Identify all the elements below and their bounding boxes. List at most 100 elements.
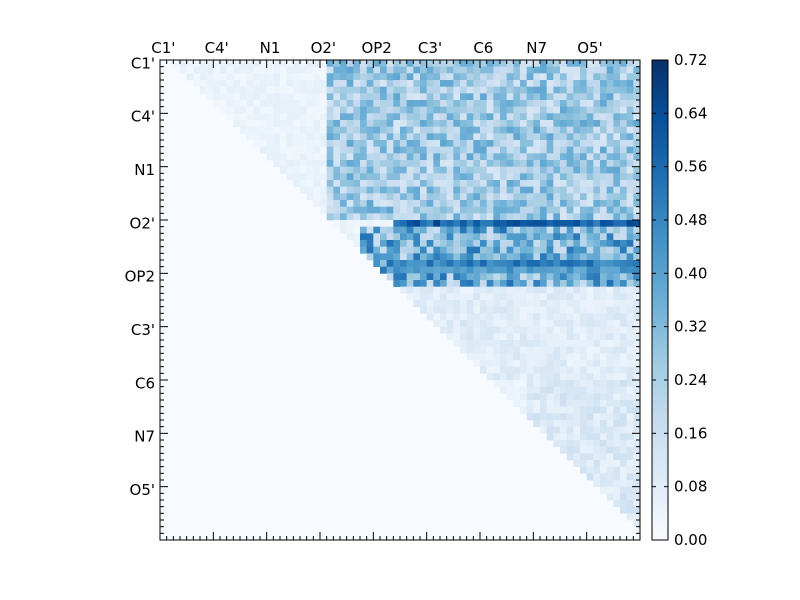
heatmap-cell xyxy=(500,86,508,94)
heatmap-cell xyxy=(620,273,628,281)
heatmap-cell xyxy=(560,373,568,381)
heatmap-cell xyxy=(406,220,414,228)
heatmap-cell xyxy=(206,60,214,68)
heatmap-cell xyxy=(566,113,574,121)
heatmap-cell xyxy=(473,193,481,201)
heatmap-cell xyxy=(566,366,574,374)
heatmap-cell xyxy=(426,180,434,188)
heatmap-cell xyxy=(393,253,401,261)
heatmap-cell xyxy=(533,340,541,348)
heatmap-cell xyxy=(406,93,414,101)
heatmap-cell xyxy=(613,473,621,481)
heatmap-cell xyxy=(513,306,521,314)
heatmap-cell xyxy=(433,193,441,201)
heatmap-cell xyxy=(613,226,621,234)
heatmap-cell xyxy=(513,333,521,341)
heatmap-cell xyxy=(393,160,401,168)
heatmap-cell xyxy=(480,253,488,261)
heatmap-cell xyxy=(460,293,468,301)
heatmap-cell xyxy=(413,300,421,308)
heatmap-cell xyxy=(546,300,554,308)
heatmap-cell xyxy=(566,233,574,241)
heatmap-cell xyxy=(573,146,581,154)
heatmap-cell xyxy=(606,406,614,414)
heatmap-cell xyxy=(486,200,494,208)
heatmap-cell xyxy=(420,106,428,114)
heatmap-cell xyxy=(520,160,528,168)
heatmap-cell xyxy=(473,73,481,81)
heatmap-cell xyxy=(633,213,641,221)
heatmap-cell xyxy=(533,60,541,68)
heatmap-cell xyxy=(433,300,441,308)
heatmap-cell xyxy=(473,253,481,261)
heatmap-cell xyxy=(473,146,481,154)
heatmap-cell xyxy=(466,160,474,168)
heatmap-cell xyxy=(426,200,434,208)
heatmap-cell xyxy=(606,66,614,74)
heatmap-cell xyxy=(533,166,541,174)
heatmap-cell xyxy=(573,300,581,308)
heatmap-cell xyxy=(326,113,334,121)
heatmap-cell xyxy=(466,286,474,294)
heatmap-cell xyxy=(546,73,554,81)
heatmap-cell xyxy=(626,340,634,348)
heatmap-cell xyxy=(453,140,461,148)
heatmap-cell xyxy=(426,213,434,221)
heatmap-cell xyxy=(413,153,421,161)
heatmap-cell xyxy=(593,86,601,94)
heatmap-cell xyxy=(286,73,294,81)
heatmap-cell xyxy=(326,153,334,161)
heatmap-cell xyxy=(566,213,574,221)
heatmap-cell xyxy=(366,60,374,68)
heatmap-cell xyxy=(433,266,441,274)
heatmap-cell xyxy=(613,140,621,148)
heatmap-cell xyxy=(633,153,641,161)
heatmap-cell xyxy=(413,120,421,128)
heatmap-cell xyxy=(400,66,408,74)
heatmap-cell xyxy=(473,66,481,74)
heatmap-cell xyxy=(626,200,634,208)
heatmap-cell xyxy=(300,66,308,74)
heatmap-cell xyxy=(353,113,361,121)
heatmap-cell xyxy=(426,86,434,94)
heatmap-cell xyxy=(420,173,428,181)
heatmap-cell xyxy=(626,220,634,228)
heatmap-cell xyxy=(320,180,328,188)
heatmap-cell xyxy=(306,93,314,101)
heatmap-cell xyxy=(493,140,501,148)
heatmap-cell xyxy=(586,273,594,281)
heatmap-cell xyxy=(320,193,328,201)
heatmap-cell xyxy=(580,366,588,374)
heatmap-cell xyxy=(566,440,574,448)
heatmap-cell xyxy=(526,206,534,214)
heatmap-cell xyxy=(300,180,308,188)
heatmap-cell xyxy=(613,233,621,241)
heatmap-cell xyxy=(566,146,574,154)
heatmap-cell xyxy=(526,353,534,361)
heatmap-cell xyxy=(613,500,621,508)
heatmap-cell xyxy=(420,186,428,194)
heatmap-cell xyxy=(553,373,561,381)
heatmap-cell xyxy=(513,293,521,301)
heatmap-cell xyxy=(513,73,521,81)
heatmap-cell xyxy=(600,253,608,261)
heatmap-cell xyxy=(493,206,501,214)
heatmap-cell xyxy=(500,246,508,254)
heatmap-cell xyxy=(440,153,448,161)
heatmap-cell xyxy=(566,173,574,181)
heatmap-cell xyxy=(320,146,328,154)
heatmap-cell xyxy=(373,213,381,221)
heatmap-cell xyxy=(440,66,448,74)
heatmap-cell xyxy=(440,273,448,281)
heatmap-cell xyxy=(633,126,641,134)
heatmap-cell xyxy=(373,100,381,108)
heatmap-cell xyxy=(593,240,601,248)
heatmap-cell xyxy=(580,220,588,228)
heatmap-cell xyxy=(546,346,554,354)
heatmap-cell xyxy=(513,200,521,208)
heatmap-cell xyxy=(360,113,368,121)
heatmap-cell xyxy=(493,100,501,108)
heatmap-cell xyxy=(540,186,548,194)
heatmap-cell xyxy=(266,80,274,88)
heatmap-cell xyxy=(400,193,408,201)
